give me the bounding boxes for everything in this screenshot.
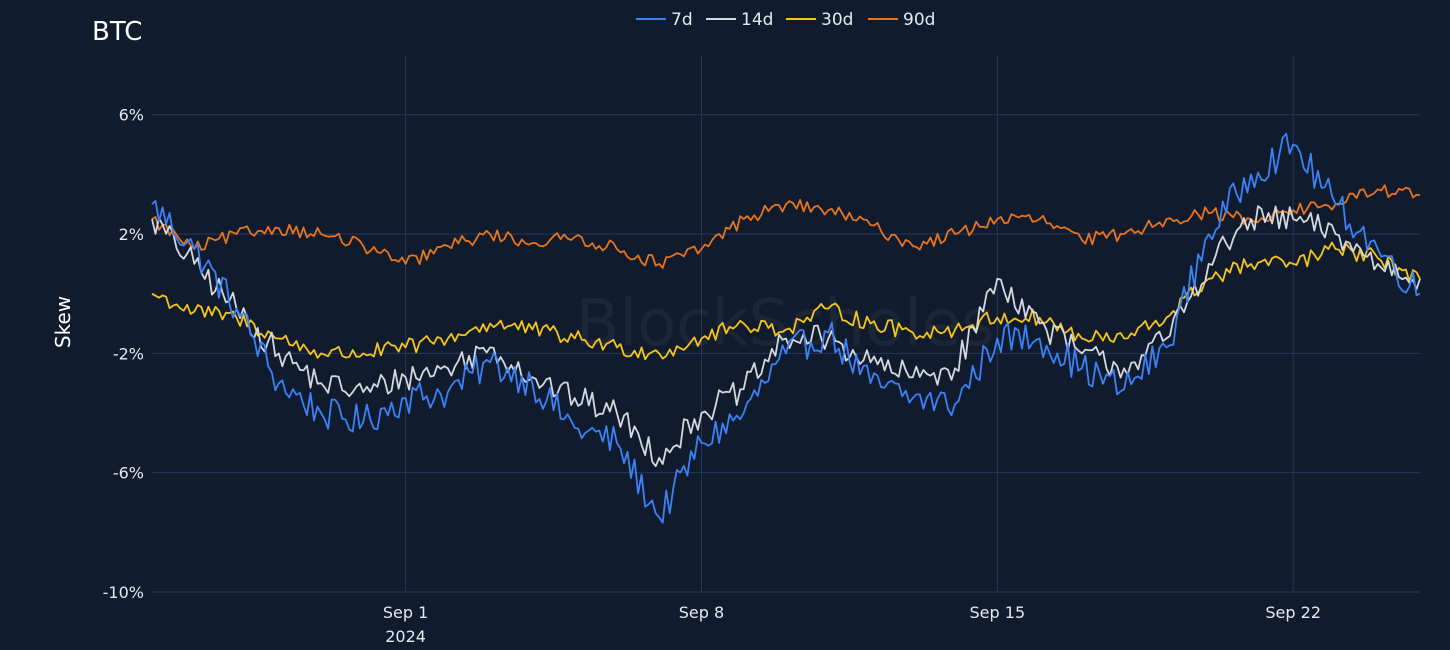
x-tick-label: Sep 8 — [679, 603, 724, 622]
legend-item-7d[interactable]: 7d — [636, 10, 693, 30]
legend-item-14d[interactable]: 14d — [706, 10, 773, 30]
y-tick-label: 2% — [119, 225, 144, 244]
series-line-30d — [151, 241, 1421, 361]
x-tick-label: Sep 1 — [383, 603, 428, 622]
legend[interactable]: 7d 14d 30d 90d — [636, 10, 935, 30]
legend-item-30d[interactable]: 30d — [786, 10, 853, 30]
x-axis: Sep 1 2024 Sep 8 Sep 15 Sep 22 — [383, 603, 1321, 646]
y-axis: 6% 2% -2% -6% -10% — [103, 106, 144, 602]
series-layer — [151, 132, 1421, 524]
series-line-14d — [151, 205, 1421, 468]
legend-label: 90d — [903, 10, 935, 30]
y-tick-label: 6% — [119, 106, 144, 125]
x-tick-label: Sep 22 — [1265, 603, 1321, 622]
watermark: BlockScholes — [575, 287, 994, 361]
legend-label: 7d — [671, 10, 693, 30]
y-tick-label: -10% — [103, 583, 144, 602]
legend-item-90d[interactable]: 90d — [868, 10, 935, 30]
y-tick-label: -6% — [113, 464, 144, 483]
x-tick-label: Sep 15 — [970, 603, 1026, 622]
x-tick-sublabel: 2024 — [385, 627, 426, 646]
legend-label: 14d — [741, 10, 773, 30]
series-line-7d — [151, 132, 1421, 524]
chart-title: BTC — [92, 17, 142, 47]
y-axis-title: Skew — [51, 296, 75, 348]
series-line-90d — [151, 184, 1421, 269]
legend-label: 30d — [821, 10, 853, 30]
y-tick-label: -2% — [113, 344, 144, 363]
